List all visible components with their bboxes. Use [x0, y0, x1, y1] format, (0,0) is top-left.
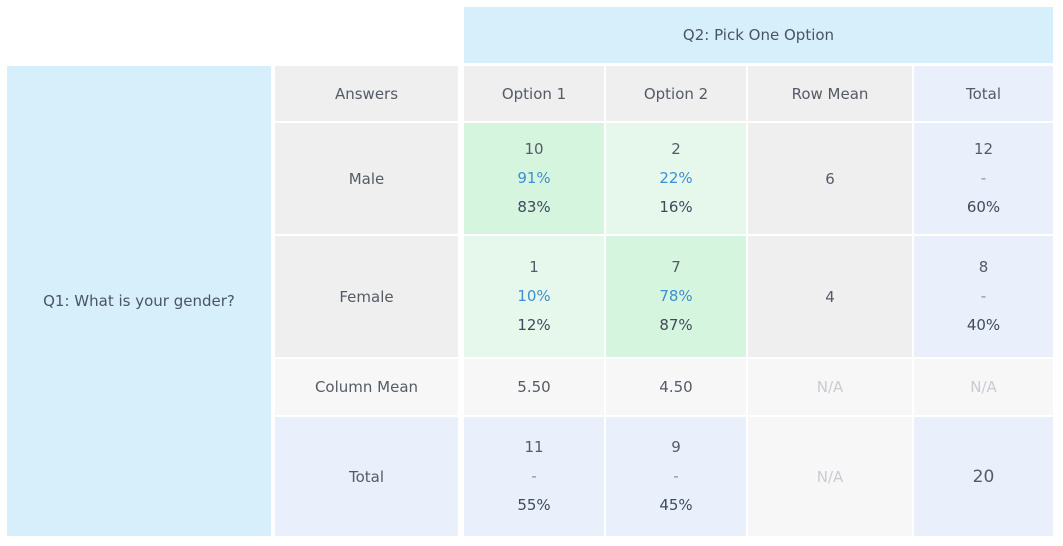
- row-label-female: Female: [275, 236, 458, 357]
- answers-label: Answers: [334, 84, 399, 103]
- female-label: Female: [339, 287, 394, 306]
- q2-header-label: Q2: Pick One Option: [682, 26, 835, 44]
- cell-column-mean-option2: 4.50: [606, 359, 746, 415]
- cell-male-option2: 2 22% 16%: [606, 123, 746, 234]
- answers-column-header: Answers: [275, 66, 458, 121]
- percent: 60%: [966, 198, 1001, 216]
- count: 9: [671, 438, 681, 456]
- percent: 40%: [966, 316, 1001, 334]
- dash: -: [531, 467, 537, 485]
- count: 10: [524, 140, 544, 158]
- count: 7: [671, 258, 681, 276]
- percent: 45%: [659, 496, 693, 514]
- count: 8: [978, 258, 989, 276]
- cell-column-mean-option1: 5.50: [464, 359, 604, 415]
- na-value: N/A: [970, 378, 997, 396]
- na-value: N/A: [816, 378, 844, 396]
- cell-column-mean-row-mean: N/A: [748, 359, 912, 415]
- row-mean-label: Row Mean: [791, 84, 869, 103]
- row-mean-column-header: Row Mean: [748, 66, 912, 121]
- q2-header: Q2: Pick One Option: [464, 7, 1053, 63]
- row-percent: 83%: [517, 198, 551, 216]
- dash: -: [980, 287, 987, 305]
- row-label-male: Male: [275, 123, 458, 234]
- cell-male-total: 12 - 60%: [914, 123, 1053, 234]
- column-mean-value: 5.50: [517, 378, 551, 396]
- option1-column-header: Option 1: [464, 66, 604, 121]
- option2-label: Option 2: [643, 84, 709, 103]
- count: 12: [973, 140, 994, 158]
- row-percent: 16%: [659, 198, 693, 216]
- count: 2: [671, 140, 681, 158]
- count: 11: [524, 438, 544, 456]
- cell-male-row-mean: 6: [748, 123, 912, 234]
- column-mean-value: 4.50: [659, 378, 693, 396]
- row-percent: 12%: [517, 316, 551, 334]
- cell-female-row-mean: 4: [748, 236, 912, 357]
- option2-column-header: Option 2: [606, 66, 746, 121]
- total-column-header: Total: [914, 66, 1053, 121]
- col-percent: 78%: [659, 287, 693, 305]
- row-mean-value: 4: [825, 287, 835, 306]
- cell-female-option2: 7 78% 87%: [606, 236, 746, 357]
- cell-grand-total: 20: [914, 417, 1053, 536]
- q1-label: Q1: What is your gender?: [43, 292, 235, 310]
- na-value: N/A: [816, 467, 844, 486]
- col-percent: 22%: [659, 169, 693, 187]
- option1-label: Option 1: [501, 84, 567, 103]
- cell-female-total: 8 - 40%: [914, 236, 1053, 357]
- row-label-total: Total: [275, 417, 458, 536]
- dash: -: [673, 467, 679, 485]
- dash: -: [980, 169, 987, 187]
- row-label-column-mean: Column Mean: [275, 359, 458, 415]
- male-label: Male: [348, 169, 385, 188]
- cell-female-option1: 1 10% 12%: [464, 236, 604, 357]
- total-row-label: Total: [348, 467, 385, 486]
- total-label: Total: [965, 84, 1002, 103]
- col-percent: 91%: [517, 169, 551, 187]
- cell-male-option1: 10 91% 83%: [464, 123, 604, 234]
- cell-total-option2: 9 - 45%: [606, 417, 746, 536]
- row-percent: 87%: [659, 316, 693, 334]
- count: 1: [529, 258, 539, 276]
- cell-total-option1: 11 - 55%: [464, 417, 604, 536]
- cell-column-mean-total: N/A: [914, 359, 1053, 415]
- col-percent: 10%: [517, 287, 551, 305]
- percent: 55%: [517, 496, 551, 514]
- row-mean-value: 6: [825, 169, 835, 188]
- grand-total-value: 20: [972, 466, 995, 487]
- q1-row-header: Q1: What is your gender?: [7, 66, 271, 536]
- column-mean-label: Column Mean: [314, 378, 419, 396]
- cell-total-row-mean: N/A: [748, 417, 912, 536]
